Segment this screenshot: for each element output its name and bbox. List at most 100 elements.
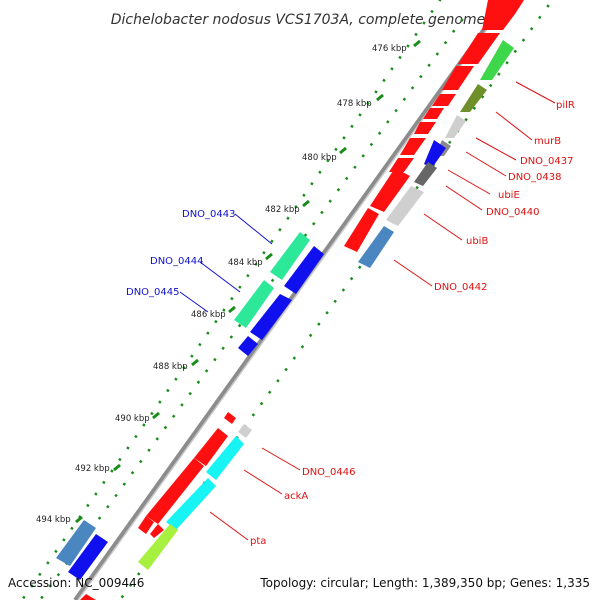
- tick-dot: [318, 170, 322, 175]
- connector-ubiE: [447, 169, 491, 195]
- topology-text: Topology: circular; Length: 1,389,350 bp…: [259, 576, 590, 590]
- tick-dot: [422, 21, 426, 25]
- gene-labels: pilR murB DNO_0437 DNO_0438 ubiE DNO_044…: [126, 100, 575, 547]
- tick-dot: [300, 344, 305, 349]
- tick-dot: [361, 154, 365, 158]
- gene-red: [400, 138, 426, 155]
- tick-dot: [521, 38, 526, 42]
- tick-dot: [341, 288, 346, 292]
- tick-dot: [419, 74, 423, 79]
- tick-dash: [228, 305, 236, 314]
- tick-dot: [303, 233, 308, 237]
- gene-label-DNO_0444: DNO_0444: [150, 256, 204, 267]
- map-title: Dichelobacter nodosus VCS1703A, complete…: [111, 12, 485, 28]
- gene-red: [194, 428, 228, 466]
- tick-dot: [214, 319, 218, 324]
- gene-cyan-ackA: [206, 436, 244, 480]
- tick-dot: [286, 216, 290, 221]
- tick-label: 484 kbp: [228, 258, 263, 268]
- tick-dot: [128, 583, 133, 588]
- gene-springgreen-DNO_0444: [234, 280, 274, 328]
- tick-dot: [358, 113, 362, 117]
- tick-dot: [106, 505, 110, 509]
- tick-dot: [56, 572, 61, 577]
- forward-genes: [80, 0, 524, 600]
- gene-label-DNO_0446: DNO_0446: [302, 467, 356, 478]
- tick-dot: [294, 204, 298, 209]
- connector-DNO_0440: [445, 185, 483, 211]
- connector-ackA: [243, 469, 283, 495]
- tick-dot: [206, 331, 210, 335]
- connector-murB: [495, 111, 533, 141]
- tick-dash: [413, 39, 421, 48]
- gene-darkgray-DNO_0440: [414, 162, 437, 186]
- gene-red: [146, 458, 204, 524]
- reverse-label-connectors: [179, 213, 273, 313]
- gene-red: [224, 412, 236, 424]
- gene-cyan-pta: [166, 478, 216, 530]
- gene-label-pilR: pilR: [556, 100, 575, 111]
- tick-dot: [448, 140, 452, 145]
- tick-dot: [139, 459, 143, 464]
- gene-steelblue-DNO_0442: [358, 226, 394, 268]
- tick-dot: [254, 262, 258, 266]
- tick-dot: [198, 342, 202, 347]
- tick-dot: [505, 61, 509, 65]
- tick-dot: [529, 26, 534, 31]
- tick-dot: [386, 120, 390, 124]
- tick-dot: [336, 188, 341, 192]
- tick-dot: [344, 176, 349, 181]
- tick-dot: [410, 86, 415, 90]
- tick-dot: [182, 365, 186, 370]
- tick-dot: [308, 333, 313, 338]
- tick-dot: [488, 83, 493, 88]
- tick-dot: [163, 425, 168, 430]
- tick-dash: [152, 411, 160, 420]
- gene-green-pilR: [480, 40, 514, 80]
- tick-label: 494 kbp: [36, 515, 71, 525]
- tick-dot: [342, 136, 346, 140]
- tick-dot: [268, 390, 272, 394]
- gene-label-DNO_0437: DNO_0437: [520, 156, 574, 167]
- forward-label-connectors: [209, 81, 556, 541]
- tick-dot: [513, 49, 517, 54]
- tick-dot: [122, 482, 127, 486]
- tick-dot: [110, 469, 114, 473]
- tick-dot: [174, 377, 178, 381]
- tick-dot: [230, 296, 234, 301]
- tick-dot: [302, 193, 306, 198]
- tick-labels: 476 kbp 478 kbp 480 kbp 482 kbp 484 kbp …: [36, 44, 407, 525]
- tick-label: 492 kbp: [75, 464, 110, 474]
- tick-dot: [406, 44, 410, 48]
- gene-label-pta: pta: [250, 536, 266, 547]
- tick-dot: [30, 584, 34, 588]
- accession-text: Accession: NC_009446: [8, 576, 144, 590]
- gene-label-ubiE: ubiE: [498, 190, 520, 201]
- gene-red: [442, 66, 474, 90]
- tick-dot: [292, 356, 297, 360]
- tick-dash: [191, 358, 199, 367]
- gene-lightgray-DNO_0446: [238, 424, 252, 438]
- gene-red: [432, 94, 456, 106]
- gene-red: [482, 0, 524, 30]
- gene-blue-ubiE: [424, 140, 446, 168]
- tick-dot: [62, 538, 66, 542]
- tick-dot: [126, 446, 130, 450]
- tick-dot: [366, 101, 370, 106]
- tick-dot: [369, 142, 374, 147]
- tick-dot: [435, 52, 440, 56]
- tick-dot: [102, 480, 106, 485]
- gene-red: [150, 524, 164, 538]
- tick-dot: [213, 357, 217, 362]
- tick-dot: [70, 526, 74, 531]
- gene-label-DNO_0442: DNO_0442: [434, 282, 488, 293]
- connector-DNO_0438: [465, 151, 507, 177]
- tick-dot: [251, 413, 256, 417]
- tick-dot: [86, 503, 90, 508]
- tick-dot: [427, 63, 431, 68]
- tick-dash: [75, 515, 83, 524]
- tick-dot: [188, 391, 192, 396]
- tick-dash: [339, 146, 347, 155]
